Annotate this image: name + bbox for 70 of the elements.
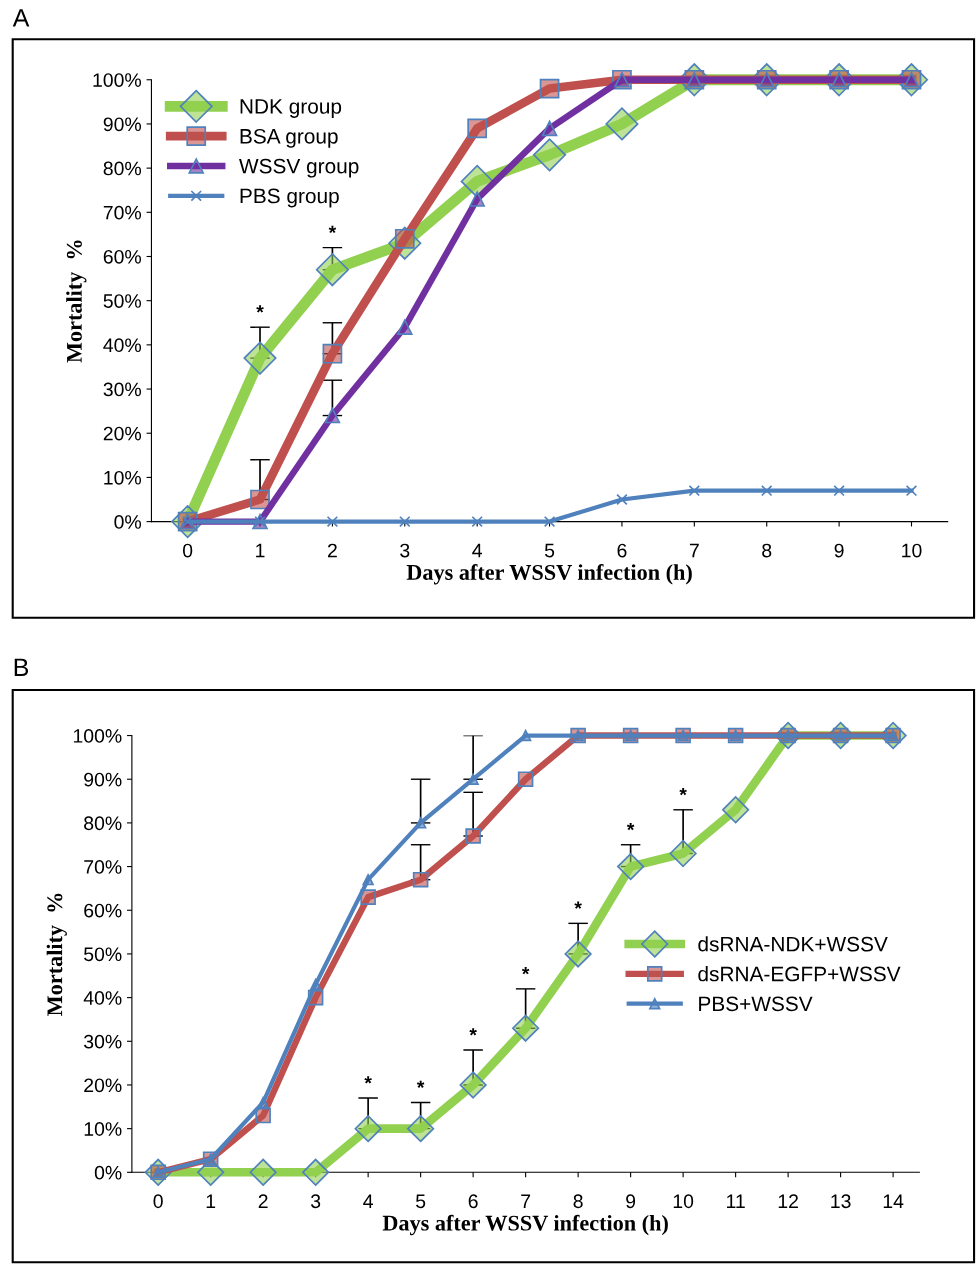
- x-tick-label: 13: [831, 1194, 851, 1209]
- annotation: *: [521, 967, 530, 975]
- y-tick-label: 90%: [103, 117, 142, 132]
- x-tick-label: 1: [206, 1194, 216, 1208]
- y-tick-label: 60%: [84, 903, 122, 918]
- annotation: *: [328, 225, 337, 234]
- y-tick-label: 30%: [84, 1034, 122, 1049]
- x-tick-label: 0: [153, 1194, 163, 1209]
- x-tick-label: 8: [573, 1194, 583, 1209]
- x-tick-label: 9: [626, 1194, 636, 1209]
- x-tick-label: 4: [363, 1194, 373, 1208]
- x-tick-label: 0: [182, 543, 193, 558]
- x-tick-label: 5: [416, 1194, 426, 1209]
- legend-label: PBS+WSSV: [699, 996, 813, 1012]
- x-tick-label: 7: [689, 543, 699, 558]
- x-tick-label: 3: [310, 1194, 321, 1209]
- x-tick-label: 6: [468, 1194, 478, 1209]
- x-tick-label: 3: [400, 543, 410, 558]
- text: A: [12, 9, 30, 27]
- x-tick-label: 1: [256, 543, 265, 558]
- annotation: *: [574, 901, 582, 909]
- x-tick-label: 10: [902, 543, 922, 558]
- y-axis-title: Mortality %: [46, 893, 67, 1016]
- y-tick-label: 0%: [114, 515, 142, 529]
- y-tick-label: 90%: [84, 772, 122, 787]
- legend-label: PBS group: [240, 188, 339, 208]
- y-tick-label: 10%: [104, 470, 142, 485]
- y-axis-title: Mortality %: [66, 240, 87, 363]
- y-tick-label: 80%: [103, 161, 142, 176]
- annotation: *: [256, 305, 264, 313]
- x-tick-label: 6: [617, 543, 627, 558]
- y-tick-label: 20%: [84, 1078, 122, 1093]
- annotation: *: [364, 1076, 372, 1084]
- text: B: [14, 658, 29, 676]
- x-axis-title: Days after WSSV infection (h): [382, 1214, 668, 1236]
- x-tick-label: 11: [727, 1194, 745, 1208]
- y-tick-label: 40%: [103, 338, 142, 353]
- y-tick-label: 100%: [73, 729, 122, 743]
- x-tick-label: 14: [883, 1194, 904, 1208]
- annotation: *: [469, 1028, 477, 1036]
- x-tick-label: 4: [472, 543, 483, 558]
- y-tick-label: 0%: [94, 1165, 122, 1180]
- x-tick-label: 2: [258, 1194, 268, 1208]
- x-tick-label: 8: [762, 543, 772, 558]
- x-tick-label: 2: [327, 543, 337, 558]
- x-tick-label: 9: [834, 543, 844, 558]
- x-tick-label: 12: [778, 1194, 798, 1208]
- y-tick-label: 30%: [103, 382, 142, 397]
- x-tick-label: 5: [544, 543, 555, 558]
- x-tick-label: 7: [521, 1194, 531, 1208]
- x-tick-label: 10: [673, 1194, 694, 1209]
- annotation: *: [626, 822, 635, 831]
- y-tick-label: 50%: [84, 947, 122, 962]
- legend-label: NDK group: [240, 99, 342, 118]
- y-tick-label: 50%: [103, 294, 142, 308]
- y-tick-label: 80%: [84, 816, 122, 831]
- x-axis-title: Days after WSSV infection (h): [406, 564, 692, 585]
- y-tick-label: 70%: [84, 860, 122, 874]
- y-tick-label: 20%: [103, 426, 142, 441]
- legend-label: BSA group: [240, 128, 338, 148]
- legend-label: WSSV group: [239, 158, 359, 178]
- y-tick-label: 100%: [93, 73, 142, 87]
- y-tick-label: 60%: [103, 249, 142, 264]
- y-tick-label: 40%: [83, 991, 122, 1005]
- y-tick-label: 70%: [103, 205, 142, 220]
- legend-label: dsRNA-NDK+WSSV: [698, 936, 888, 952]
- legend-label: dsRNA-EGFP+WSSV: [698, 966, 901, 982]
- y-tick-label: 10%: [84, 1122, 122, 1136]
- annotation: *: [416, 1080, 425, 1088]
- annotation: *: [679, 788, 687, 796]
